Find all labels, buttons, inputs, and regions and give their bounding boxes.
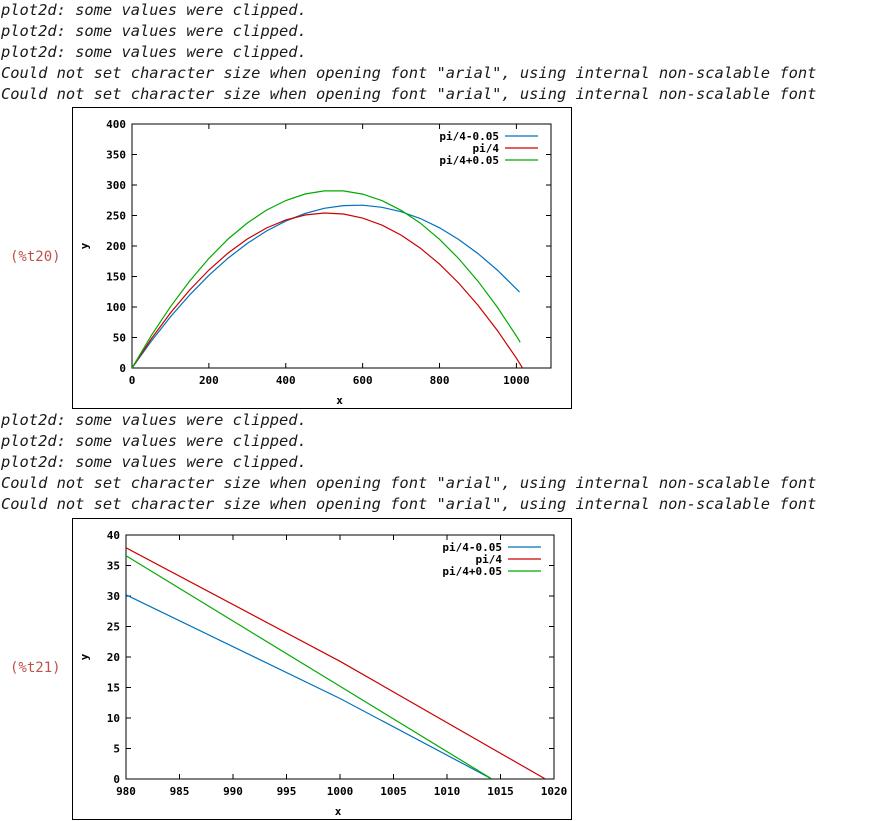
x-tick-label: 600 xyxy=(353,374,373,387)
y-tick-label: 150 xyxy=(106,271,126,284)
series-line-3 xyxy=(126,555,493,779)
console-message: plot2d: some values were clipped. xyxy=(1,22,307,40)
y-tick-label: 50 xyxy=(113,332,126,345)
y-axis-label: y xyxy=(78,653,91,660)
x-tick-label: 1015 xyxy=(487,785,514,798)
console-message: plot2d: some values were clipped. xyxy=(1,411,307,429)
x-tick-label: 1020 xyxy=(541,785,568,798)
output-label-t21: (%t21) xyxy=(10,660,61,676)
x-axis-label: x xyxy=(336,394,343,407)
y-tick-label: 10 xyxy=(107,712,120,725)
x-axis-label: x xyxy=(335,805,342,818)
y-tick-label: 200 xyxy=(106,240,126,253)
series-line-2 xyxy=(126,547,546,779)
series-line-3 xyxy=(132,190,521,368)
y-tick-label: 35 xyxy=(107,560,120,573)
legend-label: pi/4+0.05 xyxy=(442,565,502,578)
x-tick-label: 1010 xyxy=(434,785,461,798)
console-message: Could not set character size when openin… xyxy=(1,495,817,513)
legend-label: pi/4 xyxy=(476,553,503,566)
y-tick-label: 100 xyxy=(106,301,126,314)
y-tick-label: 300 xyxy=(106,179,126,192)
y-tick-label: 15 xyxy=(107,682,120,695)
y-tick-label: 30 xyxy=(107,590,120,603)
x-tick-label: 200 xyxy=(199,374,219,387)
console-message: plot2d: some values were clipped. xyxy=(1,43,307,61)
series-line-2 xyxy=(132,212,523,368)
series-line-1 xyxy=(126,594,493,779)
legend-label: pi/4-0.05 xyxy=(439,130,499,143)
y-tick-label: 25 xyxy=(107,621,120,634)
console-message: plot2d: some values were clipped. xyxy=(1,1,307,19)
x-tick-label: 1000 xyxy=(503,374,530,387)
x-tick-label: 980 xyxy=(116,785,136,798)
x-tick-label: 985 xyxy=(170,785,190,798)
console-message: Could not set character size when openin… xyxy=(1,85,817,103)
console-message: plot2d: some values were clipped. xyxy=(1,432,307,450)
y-tick-label: 40 xyxy=(107,529,120,542)
y-tick-label: 5 xyxy=(113,743,120,756)
output-label-t20: (%t20) xyxy=(10,249,61,265)
x-tick-label: 1005 xyxy=(380,785,407,798)
x-tick-label: 995 xyxy=(277,785,297,798)
x-tick-label: 800 xyxy=(430,374,450,387)
y-tick-label: 350 xyxy=(106,149,126,162)
y-tick-label: 250 xyxy=(106,210,126,223)
console-message: Could not set character size when openin… xyxy=(1,474,817,492)
legend-label: pi/4+0.05 xyxy=(439,154,499,167)
y-tick-label: 400 xyxy=(106,118,126,131)
x-tick-label: 0 xyxy=(129,374,136,387)
plot-t20[interactable]: 0 50 100 150 200 250 300 350 400 0 200 400 600 800 100… xyxy=(72,107,572,409)
x-tick-label: 990 xyxy=(223,785,243,798)
plot-t21[interactable]: 0 5 10 15 20 25 30 35 40 980 985 990 995 1000 1005 1010… xyxy=(72,518,572,820)
legend-label: pi/4-0.05 xyxy=(442,541,502,554)
series-line-1 xyxy=(132,204,520,368)
console-message: Could not set character size when openin… xyxy=(1,64,817,82)
chart-svg-t20: 0 50 100 150 200 250 300 350 400 0 200 400 600 800 100… xyxy=(78,118,552,407)
console-message: plot2d: some values were clipped. xyxy=(1,453,307,471)
y-tick-label: 20 xyxy=(107,651,120,664)
y-tick-label: 0 xyxy=(113,773,120,786)
y-axis-label: y xyxy=(78,242,91,249)
y-tick-label: 0 xyxy=(119,362,126,375)
legend-label: pi/4 xyxy=(473,142,500,155)
x-tick-label: 400 xyxy=(276,374,296,387)
x-tick-label: 1000 xyxy=(327,785,354,798)
